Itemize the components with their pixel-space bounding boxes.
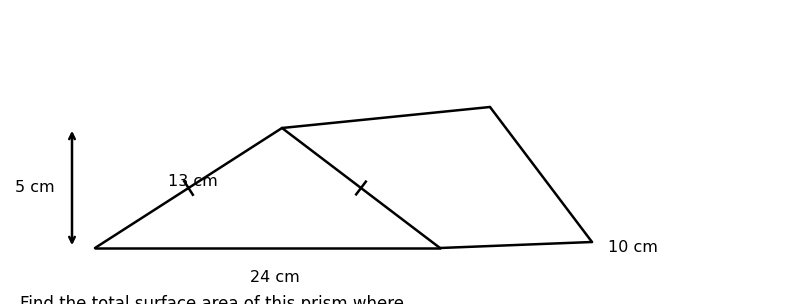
Text: 13 cm: 13 cm (168, 174, 218, 189)
Text: 10 cm: 10 cm (608, 240, 658, 255)
Text: 24 cm: 24 cm (250, 270, 300, 285)
Text: Find the total surface area of this prism where
the cross-section is an isoscele: Find the total surface area of this pris… (20, 295, 404, 304)
Text: 5 cm: 5 cm (15, 181, 55, 195)
